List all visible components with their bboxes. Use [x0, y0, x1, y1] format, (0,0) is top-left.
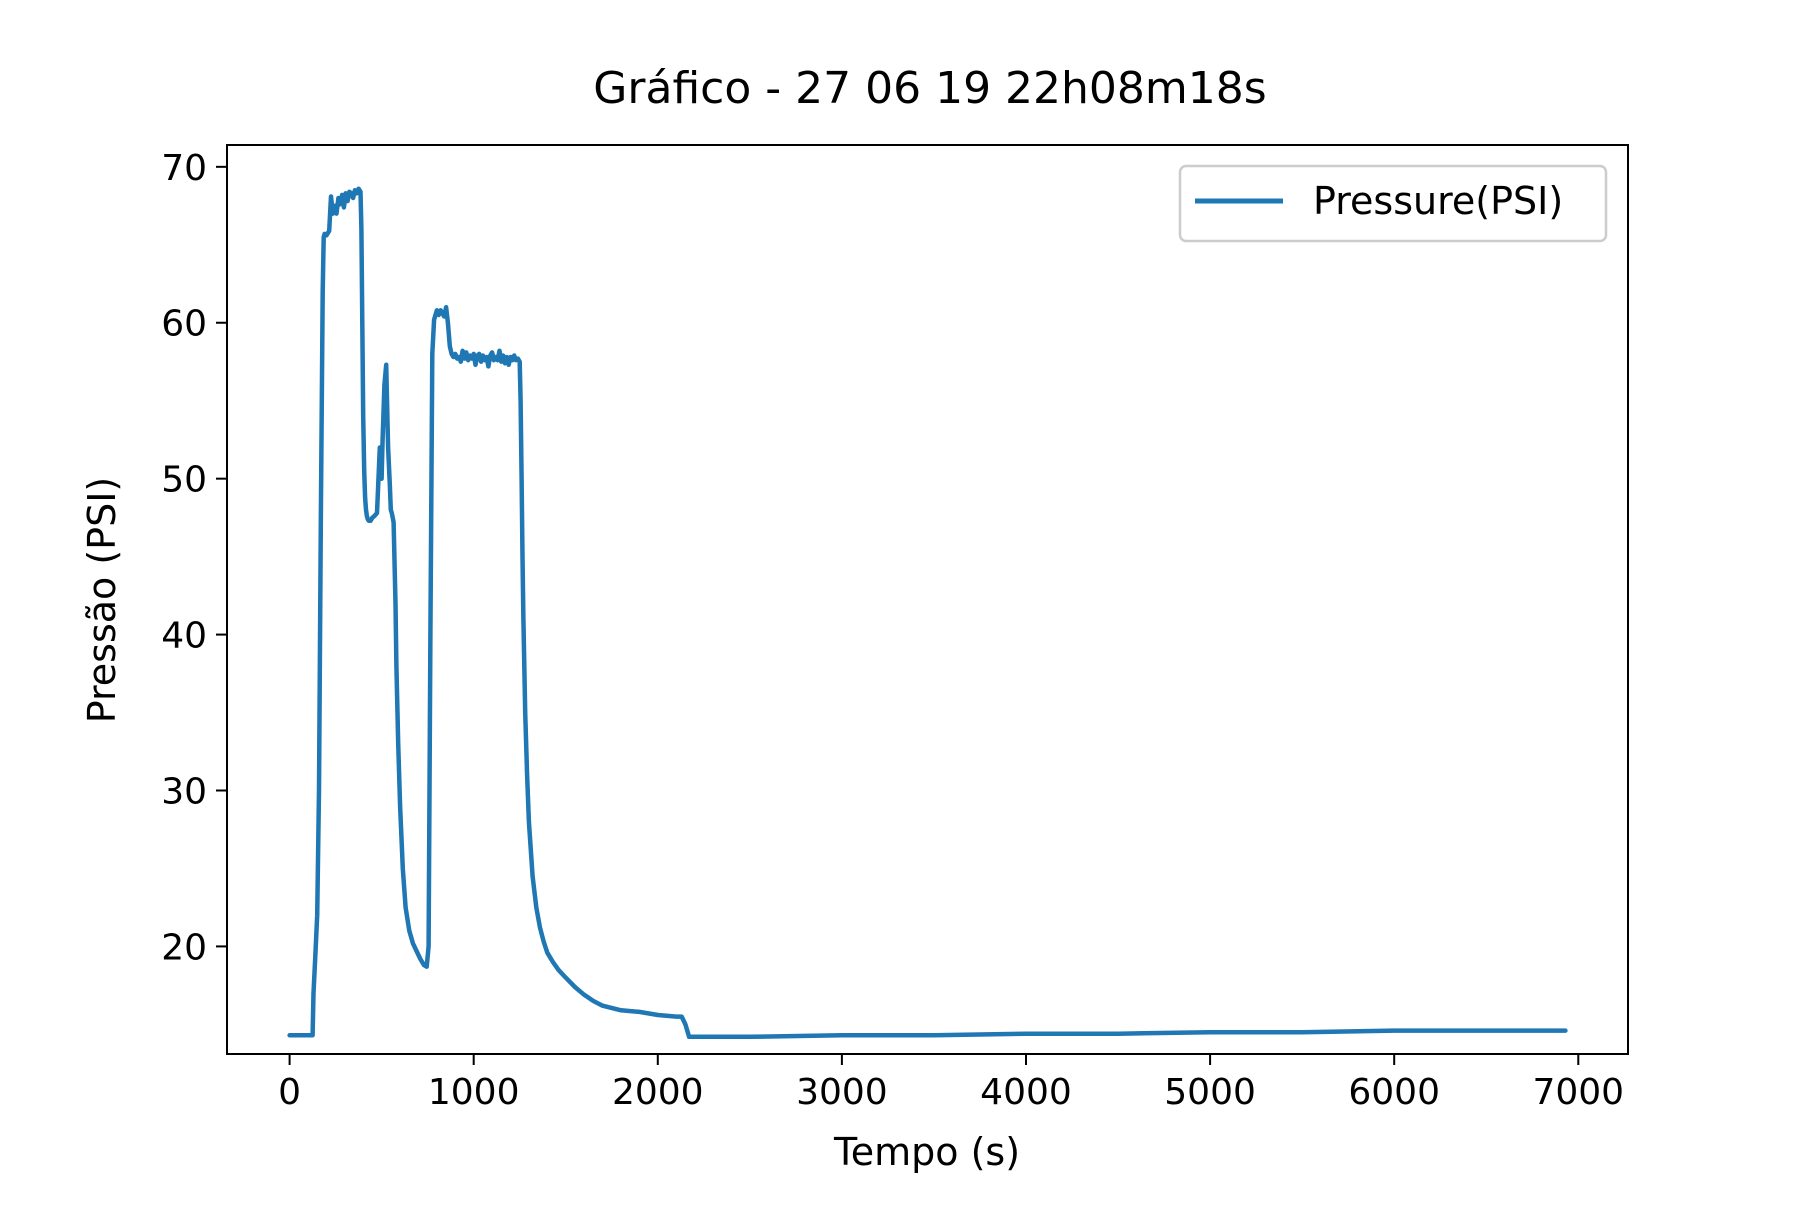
y-tick-label: 70	[161, 148, 207, 189]
x-tick-label: 2000	[612, 1072, 704, 1113]
y-axis-title: Pressão (PSI)	[80, 477, 124, 724]
x-tick-label: 7000	[1532, 1072, 1624, 1113]
x-axis-title: Tempo (s)	[833, 1130, 1020, 1174]
y-tick-label: 30	[161, 771, 207, 812]
legend: Pressure(PSI)	[1178, 164, 1608, 243]
x-tick-label: 3000	[796, 1072, 888, 1113]
plot-frame	[226, 144, 1629, 1055]
y-axis: 20 30 40 50 60 70	[161, 148, 227, 968]
x-tick-label: 4000	[980, 1072, 1072, 1113]
x-axis: 0 1000 2000 3000 4000 5000 6000 7000	[278, 1054, 1624, 1113]
x-tick-label: 6000	[1348, 1072, 1440, 1113]
chart-title: Gráfico - 27 06 19 22h08m18s	[593, 63, 1266, 114]
plot-area	[226, 144, 1629, 1055]
x-tick-label: 1000	[428, 1072, 520, 1113]
y-tick-label: 40	[161, 616, 207, 657]
legend-box	[1178, 164, 1608, 243]
y-tick-label: 50	[161, 460, 207, 501]
x-tick-label: 5000	[1164, 1072, 1256, 1113]
series-line-pressure	[287, 186, 1568, 1040]
x-tick-label: 0	[278, 1072, 301, 1113]
y-tick-label: 60	[161, 304, 207, 345]
y-tick-label: 20	[161, 927, 207, 968]
legend-label-pressure: Pressure(PSI)	[1313, 179, 1563, 223]
